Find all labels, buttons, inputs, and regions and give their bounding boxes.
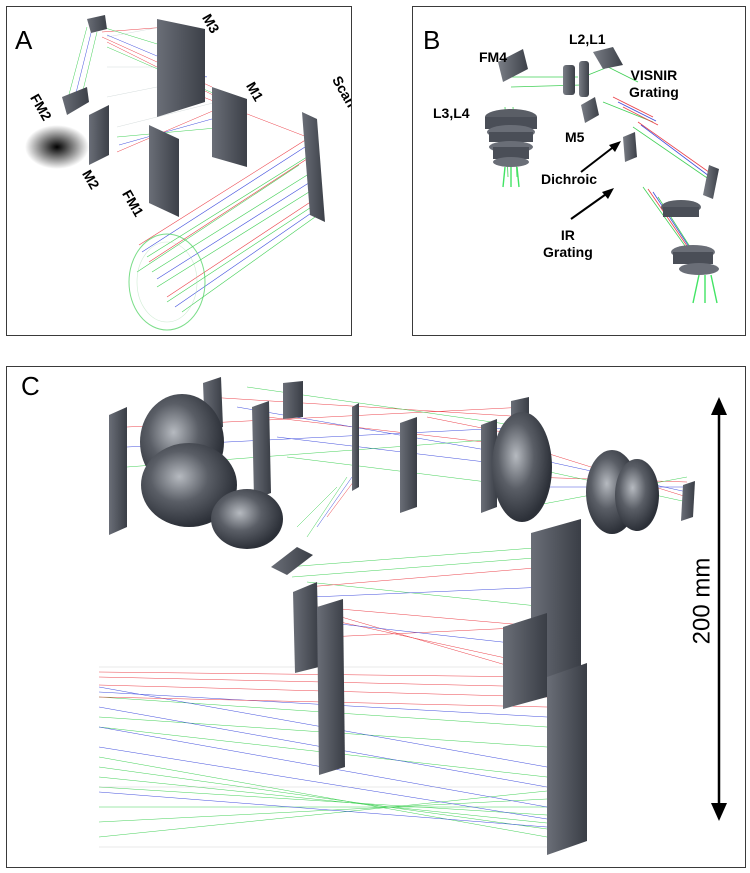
panel-a-drawing <box>25 15 325 331</box>
shadow <box>25 125 89 169</box>
mirror-fm4 <box>498 49 528 82</box>
lens-l2 <box>563 65 575 95</box>
lens-c-group-left <box>140 394 283 549</box>
scale-bar-label: 200 mm <box>688 557 716 645</box>
lens-l1 <box>579 61 589 97</box>
panel-b-label: B <box>423 25 441 55</box>
lens-c-group-right <box>492 412 659 534</box>
mirror-c-top2 <box>283 381 303 419</box>
scale-bar <box>711 397 727 821</box>
mirror-c-fold2 <box>293 582 319 673</box>
panel-b: B FM4 L2,L1 VISNIR Grating L3,L4 M5 Dich… <box>412 6 746 336</box>
panel-a: A M3 M1 FM2 M2 FM1 Scan Mirror <box>6 6 352 336</box>
mirror-scan <box>302 112 325 222</box>
dichroic <box>623 132 637 162</box>
label-fm4: FM4 <box>479 49 507 65</box>
mirror-m2 <box>89 105 109 165</box>
mirror-c-fold3 <box>317 599 345 775</box>
label-l2l1: L2,L1 <box>569 31 606 47</box>
mirror-c-big2 <box>503 613 547 709</box>
panel-c: C 200 mm <box>6 366 746 868</box>
label-l3l4: L3,L4 <box>433 105 470 121</box>
lens-stack-ir <box>661 200 719 275</box>
mirror-fm1 <box>149 125 179 217</box>
mirror-c-slit <box>352 403 359 491</box>
mirror-c-mid2 <box>400 417 417 513</box>
lens-stack-l3l4 <box>485 109 537 167</box>
visnir-line1: VISNIR <box>630 67 678 83</box>
ir-line2: Grating <box>543 244 593 260</box>
label-visnir-grating: VISNIR Grating <box>629 67 679 101</box>
detector-c <box>681 481 695 521</box>
mirror-c-mid1 <box>252 401 271 499</box>
ir-line1: IR <box>560 227 575 243</box>
mirror-m1 <box>212 87 247 167</box>
mirror-c-fold1 <box>271 547 313 575</box>
label-m5: M5 <box>565 129 585 145</box>
visnir-line2: Grating <box>629 84 679 100</box>
panel-c-label: C <box>21 371 40 401</box>
mirror-c-big3 <box>547 663 587 855</box>
label-ir-grating: IR Grating <box>543 227 593 261</box>
mirror-m3 <box>157 19 205 117</box>
panel-a-label: A <box>15 25 33 55</box>
grating-ir <box>703 165 719 199</box>
arrow-ir-grating <box>570 188 614 220</box>
mirror-c-left <box>109 407 127 535</box>
panel-c-drawing <box>98 377 727 855</box>
mirror-top <box>87 15 107 33</box>
mirror-c-mid3 <box>481 419 497 513</box>
grating-visnir <box>593 47 623 69</box>
label-dichroic: Dichroic <box>541 171 598 187</box>
mirror-m5 <box>581 97 599 123</box>
panel-b-drawing <box>485 47 719 304</box>
arrow-dichroic <box>580 141 621 173</box>
mirror-fm2 <box>62 87 89 115</box>
